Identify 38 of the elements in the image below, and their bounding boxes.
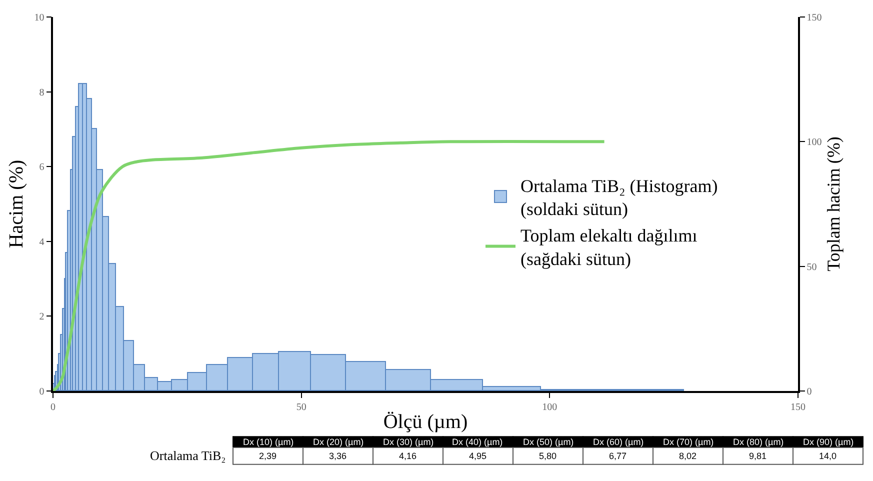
text: 4,16 bbox=[399, 451, 417, 461]
text: Dx (20) (µm) bbox=[313, 437, 364, 447]
x-axis-title: Ölçü (µm) bbox=[383, 410, 468, 433]
text: 9,81 bbox=[749, 451, 767, 461]
text: 3,36 bbox=[329, 451, 347, 461]
x-tick-label: 100 bbox=[542, 402, 558, 413]
text: 8,02 bbox=[679, 451, 697, 461]
y-tick-label: 2 bbox=[39, 312, 44, 323]
y-axis-title: Hacim (%) bbox=[5, 160, 28, 248]
text: 5,80 bbox=[539, 451, 557, 461]
text: Dx (30) (µm) bbox=[383, 437, 434, 447]
text: Ortalama TiB₂ bbox=[150, 448, 226, 463]
x-tick-label: 150 bbox=[790, 402, 806, 413]
text: Dx (60) (µm) bbox=[593, 437, 644, 447]
text: Dx (50) (µm) bbox=[523, 437, 574, 447]
x-tick-label: 0 bbox=[50, 402, 56, 413]
text: Dx (90) (µm) bbox=[803, 437, 854, 447]
y2-axis-title: Toplam hacim (%) bbox=[823, 136, 844, 272]
text: 14,0 bbox=[819, 451, 837, 461]
text: 6,77 bbox=[609, 451, 627, 461]
text: 2,39 bbox=[259, 451, 277, 461]
x-tick-label: 50 bbox=[296, 402, 306, 413]
legend-label: Toplam elekaltı dağılımı (sağdaki sütun) bbox=[520, 226, 698, 270]
y2-tick-label: 0 bbox=[806, 386, 812, 398]
text: 4,95 bbox=[469, 451, 487, 461]
y-tick-label: 0 bbox=[39, 386, 44, 398]
y2-tick-label: 100 bbox=[806, 137, 822, 148]
text: Dx (10) (µm) bbox=[243, 437, 294, 447]
text: Dx (40) (µm) bbox=[452, 437, 503, 447]
text: Dx (80) (µm) bbox=[733, 437, 784, 447]
y-tick-label: 4 bbox=[39, 236, 44, 248]
y2-tick-label: 50 bbox=[806, 262, 817, 273]
y-tick-label: 6 bbox=[39, 162, 44, 174]
legend-label: Ortalama TiB₂ (Histogram) (soldaki sütun) bbox=[520, 176, 718, 220]
y-tick-label: 8 bbox=[39, 87, 44, 98]
text: Dx (70) (µm) bbox=[663, 437, 714, 447]
y2-tick-label: 150 bbox=[806, 12, 822, 24]
y-tick-label: 10 bbox=[34, 12, 44, 24]
